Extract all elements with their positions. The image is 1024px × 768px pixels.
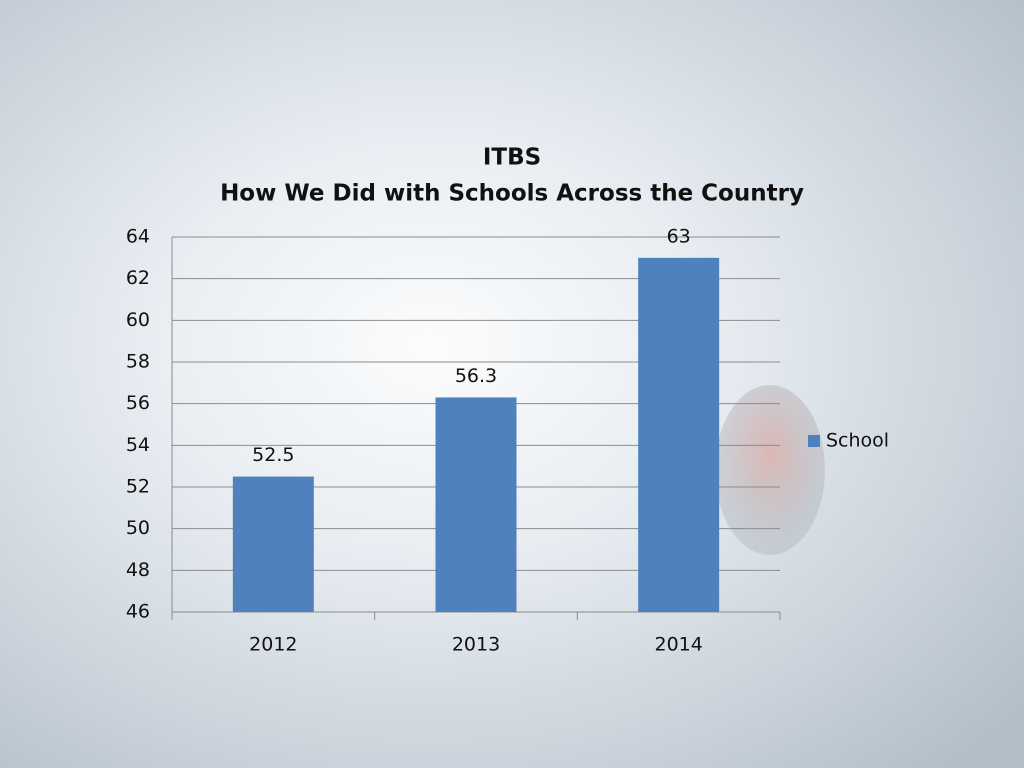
legend-label: School <box>826 430 889 452</box>
y-tick-label: 58 <box>126 351 150 373</box>
y-tick-label: 62 <box>126 267 150 289</box>
legend-swatch <box>808 435 820 447</box>
y-tick-label: 48 <box>126 559 150 581</box>
x-tick-label: 2014 <box>654 634 702 656</box>
bar <box>638 257 720 612</box>
y-tick-label: 52 <box>126 476 150 498</box>
y-tick-label: 54 <box>126 434 150 456</box>
bar <box>435 397 517 612</box>
y-tick-label: 60 <box>126 309 150 331</box>
y-tick-label: 64 <box>126 226 150 248</box>
chart-subtitle: How We Did with Schools Across the Count… <box>220 181 804 207</box>
background-balloon <box>715 385 825 555</box>
data-label: 56.3 <box>455 365 497 387</box>
y-tick-label: 50 <box>126 517 150 539</box>
data-label: 52.5 <box>252 444 294 466</box>
y-tick-label: 56 <box>126 392 150 414</box>
y-tick-label: 46 <box>126 601 150 623</box>
data-label: 63 <box>667 225 691 247</box>
chart-title: ITBS <box>483 145 541 171</box>
x-tick-label: 2012 <box>249 634 297 656</box>
bar <box>232 476 314 612</box>
x-tick-label: 2013 <box>452 634 500 656</box>
